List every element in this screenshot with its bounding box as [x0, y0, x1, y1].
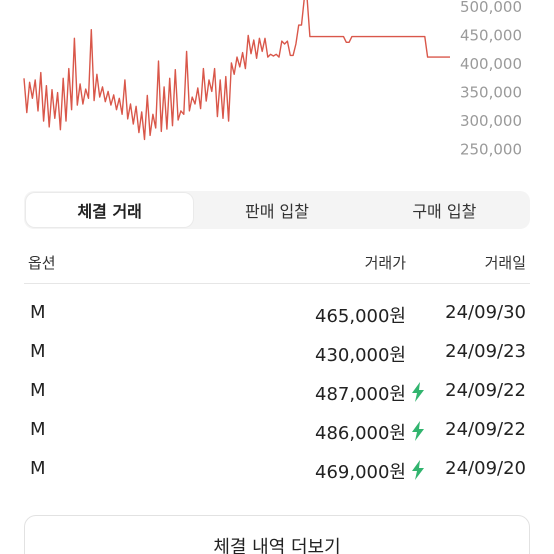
row-price: 469,000원 — [315, 462, 406, 483]
y-tick-label: 300,000 — [460, 112, 522, 130]
trade-type-tabs: 체결 거래 판매 입찰 구매 입찰 — [24, 191, 530, 229]
row-date: 24/09/30 — [445, 302, 526, 323]
table-divider — [24, 283, 530, 284]
y-tick-label: 450,000 — [460, 26, 522, 44]
row-price: 487,000원 — [315, 384, 406, 405]
row-date: 24/09/23 — [445, 341, 526, 362]
row-option: M — [30, 380, 46, 401]
row-price: 465,000원 — [315, 306, 406, 327]
row-price: 486,000원 — [315, 423, 406, 444]
y-tick-label: 350,000 — [460, 84, 522, 102]
table-row: M 430,000원 24/09/23 — [24, 335, 530, 374]
row-option: M — [30, 302, 46, 323]
row-date: 24/09/22 — [445, 419, 526, 440]
row-price: 430,000원 — [315, 345, 406, 366]
row-option: M — [30, 419, 46, 440]
row-date: 24/09/20 — [445, 458, 526, 479]
header-date: 거래일 — [484, 254, 526, 272]
row-option: M — [30, 458, 46, 479]
tab-buy-bids[interactable]: 구매 입찰 — [412, 202, 477, 221]
y-tick-label: 250,000 — [460, 141, 522, 159]
trade-list: M 465,000원 24/09/30 M 430,000원 24/09/23 … — [24, 296, 530, 491]
row-option: M — [30, 341, 46, 362]
y-tick-label: 400,000 — [460, 55, 522, 73]
price-history-chart: 500,000 450,000 400,000 350,000 300,000 250,0… — [23, 0, 522, 159]
more-trades-button[interactable]: 체결 내역 더보기 — [24, 515, 530, 554]
tab-sell-bids[interactable]: 판매 입찰 — [245, 202, 309, 221]
lightning-icon — [412, 421, 424, 441]
lightning-icon — [412, 460, 424, 480]
lightning-icon — [412, 382, 424, 402]
price-history-line — [23, 0, 450, 141]
table-row: M 469,000원 24/09/20 — [24, 452, 530, 491]
header-option: 옵션 — [28, 254, 56, 272]
table-header: 옵션 거래가 거래일 — [24, 248, 530, 278]
y-tick-label: 500,000 — [460, 0, 522, 16]
table-row: M 465,000원 24/09/30 — [24, 296, 530, 335]
row-date: 24/09/22 — [445, 380, 526, 401]
tab-completed-trades[interactable]: 체결 거래 — [26, 193, 194, 227]
table-row: M 487,000원 24/09/22 — [24, 374, 530, 413]
table-row: M 486,000원 24/09/22 — [24, 413, 530, 452]
header-price: 거래가 — [364, 254, 406, 272]
